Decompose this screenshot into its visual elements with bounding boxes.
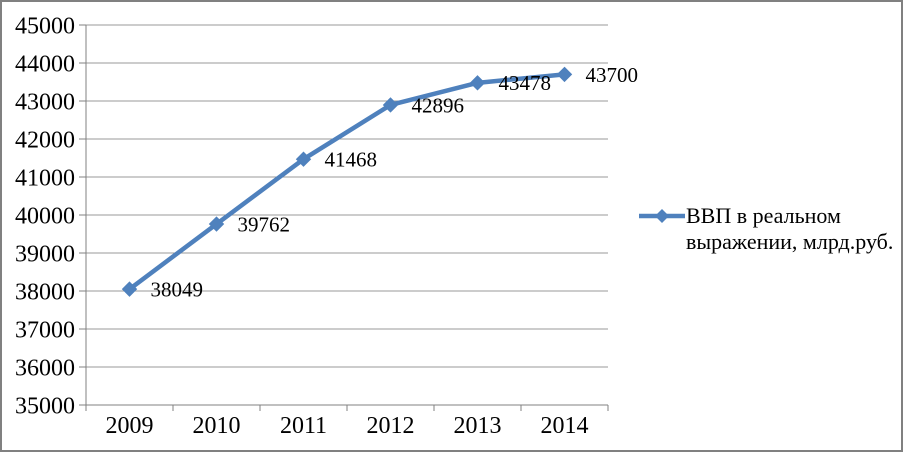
y-axis-label: 38000 [15, 279, 75, 305]
data-point-marker [469, 75, 486, 91]
data-point-marker [382, 97, 399, 113]
y-axis-label: 43000 [15, 89, 75, 115]
data-point-marker [556, 66, 573, 83]
y-axis-label: 45000 [15, 13, 75, 39]
x-axis-label: 2014 [541, 413, 589, 439]
data-point-label: 38049 [151, 277, 204, 301]
y-axis-label: 41000 [15, 165, 75, 191]
data-point-label: 43478 [499, 71, 552, 95]
x-axis-label: 2010 [193, 413, 241, 439]
x-axis-label: 2012 [367, 413, 415, 439]
x-axis-label: 2009 [106, 413, 154, 439]
data-point-marker [295, 151, 312, 167]
data-point-label: 39762 [238, 212, 291, 236]
y-axis-label: 40000 [15, 203, 75, 229]
y-axis-label: 36000 [15, 355, 75, 381]
series-line [127, 72, 567, 292]
data-point-marker [208, 216, 225, 232]
data-point-marker [121, 281, 138, 297]
x-axis-label: 2013 [454, 413, 502, 439]
y-axis-label: 44000 [15, 51, 75, 77]
x-axis-label: 2011 [280, 413, 327, 439]
data-point-label: 41468 [325, 148, 378, 172]
y-axis-label: 37000 [15, 317, 75, 343]
y-axis-label: 42000 [15, 127, 75, 153]
data-point-label: 43700 [586, 63, 639, 87]
chart-legend: ВВП в реальном выражении, млрд.руб. [638, 202, 896, 255]
y-axis-label: 35000 [15, 393, 75, 419]
y-axis-label: 39000 [15, 241, 75, 267]
legend-line-marker-icon [639, 209, 685, 223]
data-point-label: 42896 [412, 93, 465, 117]
legend-label: ВВП в реальном выражении, млрд.руб. [686, 203, 894, 254]
